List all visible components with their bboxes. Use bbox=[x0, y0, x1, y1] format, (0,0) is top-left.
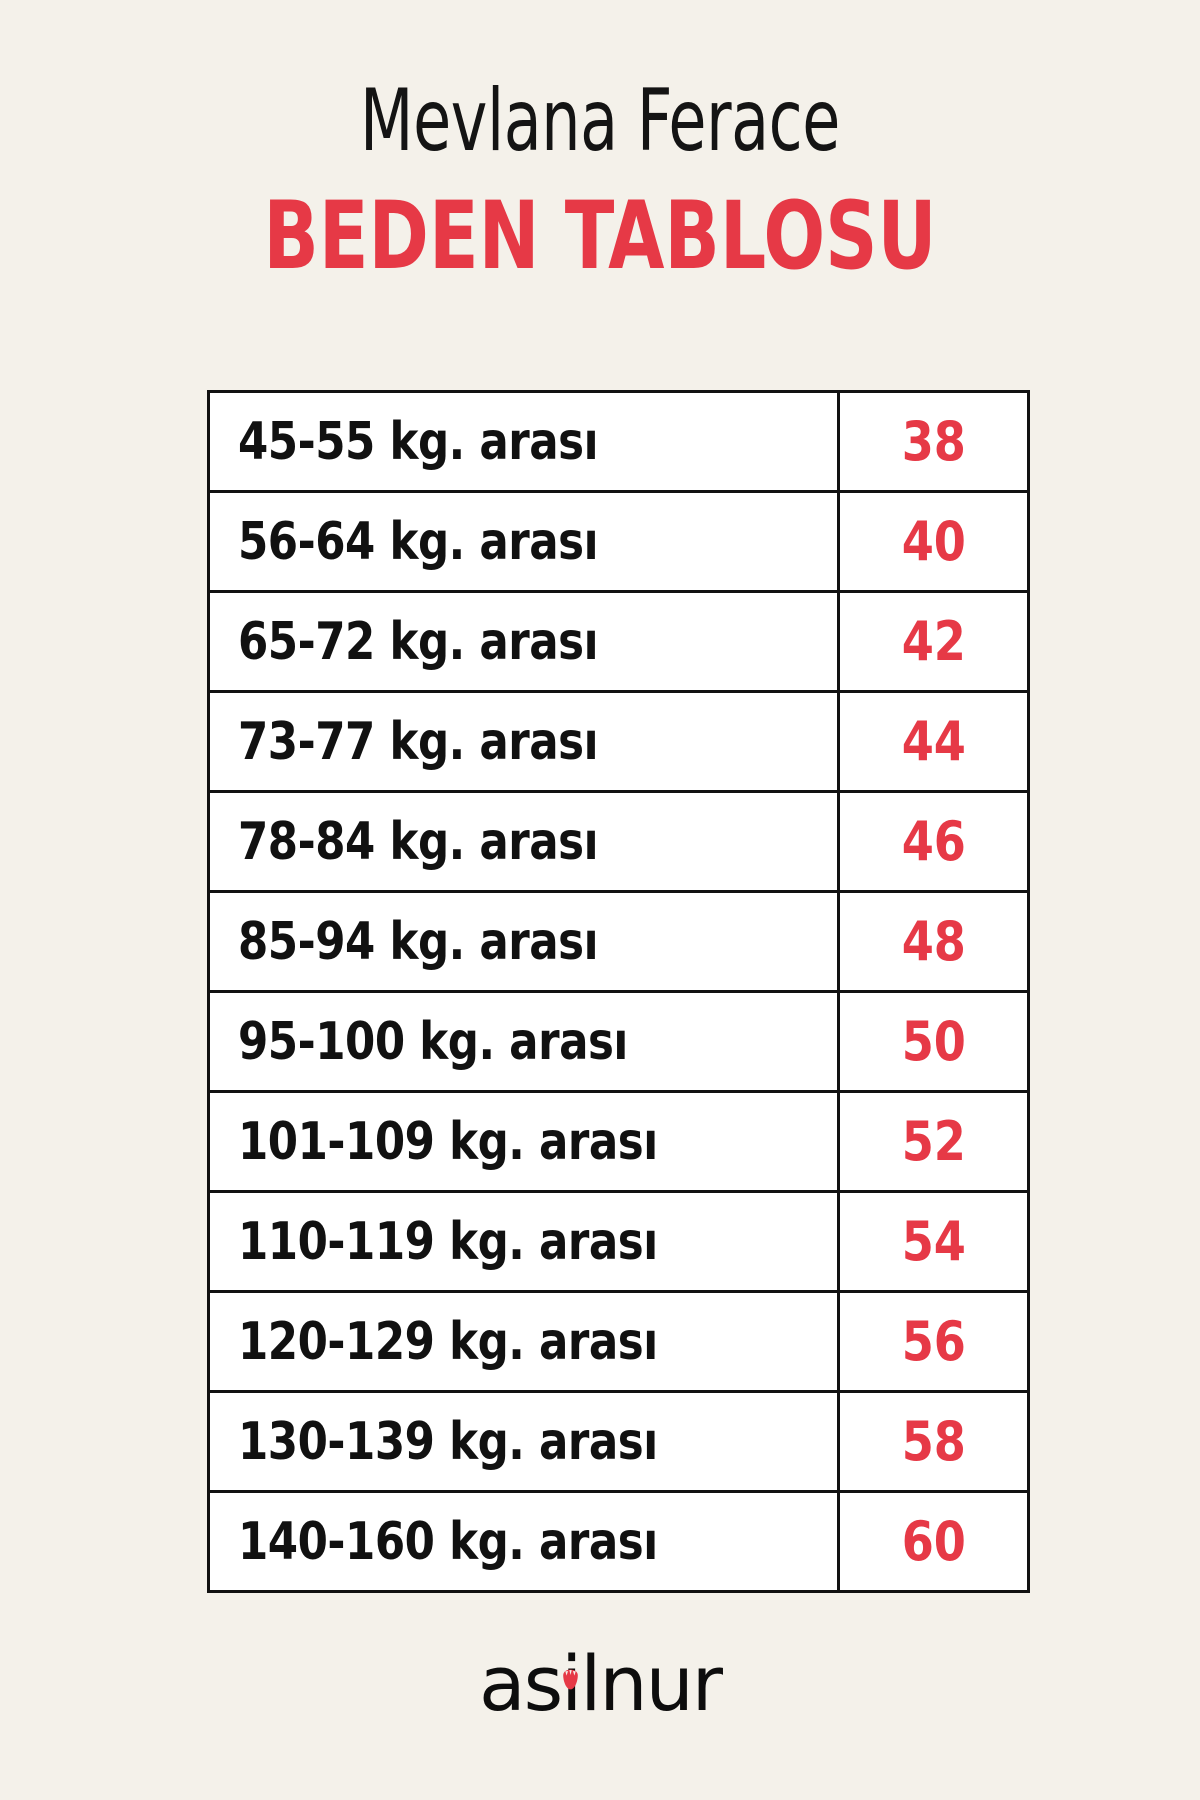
table-row: 45-55 kg. arası 38 bbox=[207, 390, 1030, 493]
size-value-text: 42 bbox=[901, 610, 966, 673]
brand-logo: asilnur bbox=[479, 1646, 723, 1722]
size-table: 45-55 kg. arası 38 56-64 kg. arası 40 65… bbox=[207, 390, 1030, 1593]
size-value-text: 52 bbox=[901, 1110, 966, 1173]
size-value-cell: 40 bbox=[837, 490, 1030, 593]
size-value-cell: 38 bbox=[837, 390, 1030, 493]
weight-range-text: 65-72 kg. arası bbox=[238, 611, 599, 672]
logo-i-letter: i bbox=[561, 1646, 582, 1722]
table-row: 110-119 kg. arası 54 bbox=[207, 1190, 1030, 1293]
weight-range-text: 120-129 kg. arası bbox=[238, 1311, 658, 1372]
size-value-text: 48 bbox=[901, 910, 966, 973]
weight-range-text: 140-160 kg. arası bbox=[238, 1511, 658, 1572]
weight-range-text: 45-55 kg. arası bbox=[238, 411, 599, 472]
size-value-cell: 54 bbox=[837, 1190, 1030, 1293]
size-value-cell: 42 bbox=[837, 590, 1030, 693]
table-row: 120-129 kg. arası 56 bbox=[207, 1290, 1030, 1393]
weight-range-text: 130-139 kg. arası bbox=[238, 1411, 658, 1472]
weight-range-cell: 78-84 kg. arası bbox=[207, 790, 840, 893]
size-value-cell: 52 bbox=[837, 1090, 1030, 1193]
size-value-text: 58 bbox=[901, 1410, 966, 1473]
weight-range-text: 78-84 kg. arası bbox=[238, 811, 599, 872]
size-value-text: 60 bbox=[901, 1510, 966, 1573]
size-value-cell: 58 bbox=[837, 1390, 1030, 1493]
header: Mevlana Ferace BEDEN TABLOSU bbox=[0, 78, 1200, 284]
weight-range-text: 56-64 kg. arası bbox=[238, 511, 599, 572]
table-row: 140-160 kg. arası 60 bbox=[207, 1490, 1030, 1593]
size-table-body: 45-55 kg. arası 38 56-64 kg. arası 40 65… bbox=[207, 390, 1030, 1593]
size-value-text: 56 bbox=[901, 1310, 966, 1373]
weight-range-text: 110-119 kg. arası bbox=[238, 1211, 658, 1272]
weight-range-text: 73-77 kg. arası bbox=[238, 711, 599, 772]
size-value-cell: 56 bbox=[837, 1290, 1030, 1393]
page-title: Mevlana Ferace bbox=[360, 71, 840, 171]
table-row: 73-77 kg. arası 44 bbox=[207, 690, 1030, 793]
size-value-cell: 46 bbox=[837, 790, 1030, 893]
weight-range-cell: 120-129 kg. arası bbox=[207, 1290, 840, 1393]
size-value-text: 54 bbox=[901, 1210, 966, 1273]
size-value-cell: 50 bbox=[837, 990, 1030, 1093]
weight-range-cell: 56-64 kg. arası bbox=[207, 490, 840, 593]
table-row: 101-109 kg. arası 52 bbox=[207, 1090, 1030, 1193]
weight-range-text: 95-100 kg. arası bbox=[238, 1011, 628, 1072]
weight-range-cell: 65-72 kg. arası bbox=[207, 590, 840, 693]
weight-range-cell: 45-55 kg. arası bbox=[207, 390, 840, 493]
table-row: 85-94 kg. arası 48 bbox=[207, 890, 1030, 993]
logo-text-last: lnur bbox=[580, 1639, 723, 1728]
weight-range-cell: 110-119 kg. arası bbox=[207, 1190, 840, 1293]
size-value-text: 50 bbox=[901, 1010, 966, 1073]
weight-range-cell: 73-77 kg. arası bbox=[207, 690, 840, 793]
size-value-cell: 48 bbox=[837, 890, 1030, 993]
footer: asilnur bbox=[0, 1646, 1200, 1722]
weight-range-cell: 140-160 kg. arası bbox=[207, 1490, 840, 1593]
table-row: 65-72 kg. arası 42 bbox=[207, 590, 1030, 693]
table-row: 130-139 kg. arası 58 bbox=[207, 1390, 1030, 1493]
size-value-cell: 60 bbox=[837, 1490, 1030, 1593]
size-value-text: 38 bbox=[901, 410, 966, 473]
tulip-icon bbox=[561, 1626, 580, 1690]
weight-range-cell: 130-139 kg. arası bbox=[207, 1390, 840, 1493]
size-value-text: 44 bbox=[901, 710, 966, 773]
weight-range-cell: 95-100 kg. arası bbox=[207, 990, 840, 1093]
table-row: 95-100 kg. arası 50 bbox=[207, 990, 1030, 1093]
chart-subtitle: BEDEN TABLOSU bbox=[263, 182, 937, 291]
weight-range-text: 101-109 kg. arası bbox=[238, 1111, 658, 1172]
size-value-text: 40 bbox=[901, 510, 966, 573]
size-value-cell: 44 bbox=[837, 690, 1030, 793]
weight-range-cell: 101-109 kg. arası bbox=[207, 1090, 840, 1193]
logo-text-first: as bbox=[479, 1639, 563, 1728]
table-row: 56-64 kg. arası 40 bbox=[207, 490, 1030, 593]
weight-range-cell: 85-94 kg. arası bbox=[207, 890, 840, 993]
size-value-text: 46 bbox=[901, 810, 966, 873]
weight-range-text: 85-94 kg. arası bbox=[238, 911, 599, 972]
table-row: 78-84 kg. arası 46 bbox=[207, 790, 1030, 893]
